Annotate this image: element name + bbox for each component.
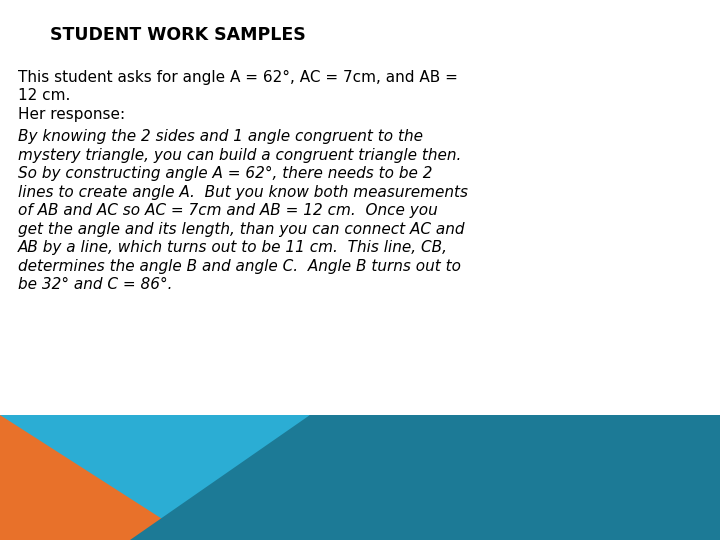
Text: get the angle and its length, than you can connect AC and: get the angle and its length, than you c… <box>18 222 464 237</box>
Text: By knowing the 2 sides and 1 angle congruent to the: By knowing the 2 sides and 1 angle congr… <box>18 129 423 144</box>
Text: STUDENT WORK SAMPLES: STUDENT WORK SAMPLES <box>50 26 306 44</box>
Bar <box>0 415 720 540</box>
Polygon shape <box>195 415 720 540</box>
Text: AB by a line, which turns out to be 11 cm.  This line, CB,: AB by a line, which turns out to be 11 c… <box>18 240 448 255</box>
Polygon shape <box>130 415 720 540</box>
Bar <box>0 0 720 415</box>
Text: mystery triangle, you can build a congruent triangle then.: mystery triangle, you can build a congru… <box>18 148 462 163</box>
Text: 12 cm.: 12 cm. <box>18 89 71 104</box>
Polygon shape <box>0 415 195 540</box>
Text: determines the angle B and angle C.  Angle B turns out to: determines the angle B and angle C. Angl… <box>18 259 461 274</box>
Text: So by constructing angle A = 62°, there needs to be 2: So by constructing angle A = 62°, there … <box>18 166 433 181</box>
Text: lines to create angle A.  But you know both measurements: lines to create angle A. But you know bo… <box>18 185 468 200</box>
Text: be 32° and C = 86°.: be 32° and C = 86°. <box>18 277 173 292</box>
Text: This student asks for angle A = 62°, AC = 7cm, and AB =: This student asks for angle A = 62°, AC … <box>18 70 458 85</box>
Text: of AB and AC so AC = 7cm and AB = 12 cm.  Once you: of AB and AC so AC = 7cm and AB = 12 cm.… <box>18 203 438 218</box>
Text: Her response:: Her response: <box>18 107 125 122</box>
